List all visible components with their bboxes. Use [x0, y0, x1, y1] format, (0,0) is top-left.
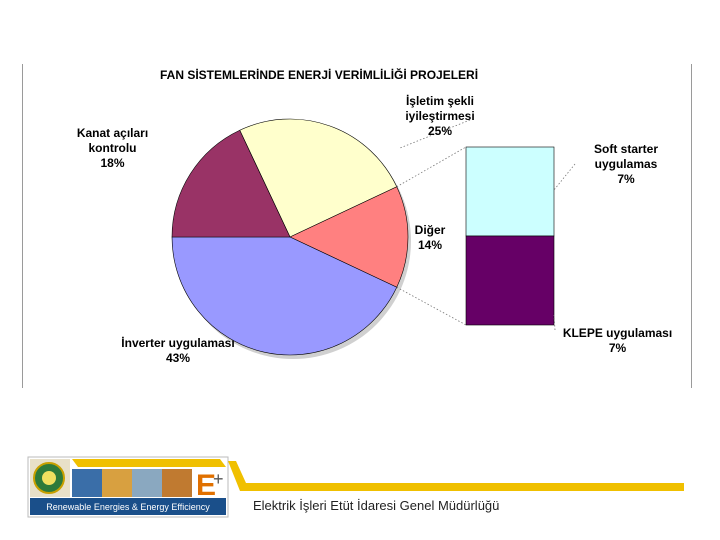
- pie-slice-1: [289, 186, 409, 288]
- top-accent-bar: [72, 459, 226, 467]
- pie-slice-2: [171, 236, 398, 356]
- slice-label-diger: Diğer 14%: [405, 223, 455, 253]
- frame-left-border: [22, 64, 23, 388]
- e-plus-logo-icon: E: [196, 469, 216, 502]
- label-leader-2: [553, 314, 556, 331]
- footer-banner: E + Renewable Energies & Energy Efficien…: [0, 455, 720, 525]
- slice-label-kanat: Kanat açıları kontrolu 18%: [60, 126, 165, 171]
- bar-label-soft-starter: Soft starter uygulamas 7%: [582, 142, 670, 187]
- emblem-center-icon: [42, 471, 56, 485]
- breakdown-bar-0: [465, 146, 555, 237]
- connector-line-bottom: [396, 286, 467, 326]
- accent-stripe: [228, 461, 684, 491]
- slice-label-text: İnverter uygulaması: [121, 336, 235, 350]
- slice-label-isletim: İşletim şekli iyileştirmesi 25%: [385, 94, 495, 139]
- bar-label-text: KLEPE uygulaması: [562, 326, 673, 340]
- slice-label-text: Kanat açıları kontrolu: [76, 126, 149, 155]
- footer-logo-graphic: E + Renewable Energies & Energy Efficien…: [27, 456, 684, 518]
- solar-panel-icon: [72, 469, 102, 497]
- label-leader-1: [553, 163, 576, 191]
- frame-right-border: [691, 64, 692, 388]
- sun-field-icon: [102, 469, 132, 497]
- chart-frame: [22, 64, 692, 388]
- slice-label-inverter: İnverter uygulaması 43%: [108, 336, 248, 366]
- slice-label-text: Diğer: [414, 223, 446, 237]
- slice-value-text: 25%: [427, 124, 453, 138]
- breakdown-bar-1: [465, 235, 555, 326]
- logo-strip-text: Renewable Energies & Energy Efficiency: [46, 502, 210, 512]
- connector-line-top: [396, 146, 467, 188]
- slice-label-text: İşletim şekli iyileştirmesi: [405, 94, 475, 123]
- org-name: Elektrik İşleri Etüt İdaresi Genel Müdür…: [253, 498, 500, 513]
- chart-title: FAN SİSTEMLERİNDE ENERJİ VERİMLİLİĞİ PRO…: [160, 68, 479, 82]
- bar-label-text: Soft starter uygulamas: [593, 142, 658, 171]
- pie-slice-0: [239, 118, 398, 238]
- slice-value-text: 14%: [417, 238, 443, 252]
- flame-icon: [162, 469, 192, 497]
- slice-value-text: 18%: [100, 156, 125, 170]
- bar-value-text: 7%: [617, 172, 635, 186]
- logo-text-strip: [30, 498, 226, 515]
- wind-turbine-icon: [132, 469, 162, 497]
- slice-value-text: 43%: [165, 351, 191, 365]
- bar-value-text: 7%: [608, 341, 627, 355]
- bar-label-klepe: KLEPE uygulaması 7%: [550, 326, 685, 356]
- pie-slice-3: [171, 129, 291, 238]
- plus-icon: +: [213, 469, 224, 489]
